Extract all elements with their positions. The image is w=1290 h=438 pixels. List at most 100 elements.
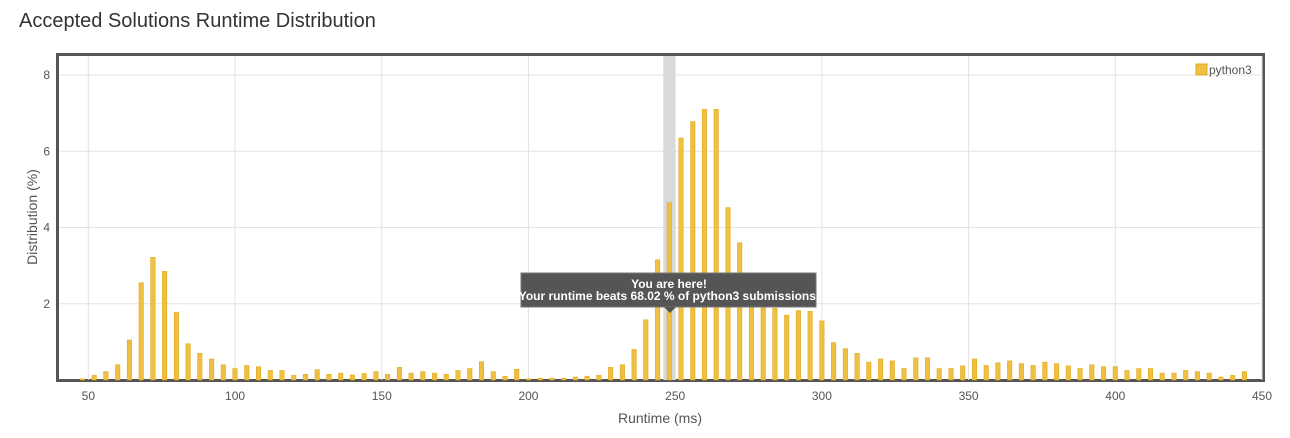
bar bbox=[525, 378, 531, 381]
bar bbox=[173, 311, 179, 381]
bar bbox=[1230, 375, 1236, 381]
bar bbox=[349, 374, 355, 381]
bar bbox=[1101, 366, 1107, 381]
bar bbox=[819, 320, 825, 381]
tooltip-box bbox=[520, 272, 817, 308]
bar bbox=[655, 259, 661, 381]
bar bbox=[1241, 371, 1247, 381]
bar bbox=[960, 365, 966, 381]
x-axis-title: Runtime (ms) bbox=[618, 410, 702, 426]
bar bbox=[91, 375, 97, 381]
legend: python3 bbox=[1195, 63, 1252, 77]
tooltip-line-2: Your runtime beats 68.02 % of python3 su… bbox=[519, 289, 820, 303]
bar bbox=[408, 372, 414, 381]
bar bbox=[455, 370, 461, 381]
bar bbox=[690, 121, 696, 381]
bar bbox=[385, 373, 391, 381]
tooltip-line-1: You are here! bbox=[631, 277, 707, 291]
bar bbox=[608, 367, 614, 381]
bar bbox=[1054, 363, 1060, 381]
y-tick-label: 2 bbox=[43, 297, 50, 311]
bar bbox=[361, 373, 367, 381]
bar bbox=[643, 319, 649, 381]
x-tick-label: 50 bbox=[82, 389, 96, 403]
x-tick-label: 350 bbox=[959, 389, 979, 403]
bar bbox=[185, 343, 191, 381]
bar bbox=[1030, 365, 1036, 381]
legend-swatch bbox=[1195, 63, 1208, 76]
bar bbox=[678, 137, 684, 381]
bar bbox=[138, 282, 144, 381]
bar bbox=[1077, 368, 1083, 381]
bar bbox=[795, 310, 801, 381]
bar bbox=[854, 352, 860, 381]
bar bbox=[901, 368, 907, 381]
bar bbox=[842, 348, 848, 381]
y-tick-label: 6 bbox=[43, 144, 50, 158]
bar bbox=[807, 311, 813, 381]
bar bbox=[197, 352, 203, 381]
bar bbox=[279, 370, 285, 381]
bar bbox=[1089, 364, 1095, 381]
bar bbox=[866, 361, 872, 381]
bar bbox=[338, 372, 344, 381]
bar bbox=[302, 373, 308, 381]
bar bbox=[1007, 360, 1013, 381]
page-title: Accepted Solutions Runtime Distribution bbox=[19, 10, 376, 32]
bar bbox=[784, 314, 790, 381]
bar bbox=[1183, 370, 1189, 381]
bar bbox=[1042, 361, 1048, 381]
bar bbox=[326, 373, 332, 381]
bar bbox=[150, 256, 156, 381]
bar bbox=[713, 109, 719, 381]
bar bbox=[549, 377, 555, 381]
bar bbox=[1218, 376, 1224, 381]
bar bbox=[373, 371, 379, 381]
x-tick-label: 300 bbox=[812, 389, 832, 403]
y-tick-label: 4 bbox=[43, 221, 50, 235]
bar bbox=[772, 307, 778, 381]
x-tick-label: 200 bbox=[518, 389, 538, 403]
bar bbox=[502, 375, 508, 381]
x-tick-label: 150 bbox=[372, 389, 392, 403]
bar bbox=[1018, 363, 1024, 381]
bar bbox=[432, 372, 438, 381]
x-tick-label: 400 bbox=[1105, 389, 1125, 403]
bar bbox=[596, 375, 602, 381]
bar bbox=[478, 361, 484, 381]
bar bbox=[913, 357, 919, 381]
bar bbox=[737, 242, 743, 381]
bar bbox=[126, 339, 132, 381]
bar bbox=[115, 364, 121, 381]
bar bbox=[1159, 372, 1165, 381]
y-tick-label: 8 bbox=[43, 68, 50, 82]
bar bbox=[1136, 368, 1142, 381]
bar bbox=[701, 109, 707, 381]
bar bbox=[443, 373, 449, 381]
tooltip: You are here! Your runtime beats 68.02 %… bbox=[519, 272, 820, 313]
bar bbox=[889, 360, 895, 381]
bar bbox=[232, 368, 238, 381]
bar bbox=[267, 370, 273, 381]
bar bbox=[314, 369, 320, 381]
bar bbox=[1112, 366, 1118, 381]
bar bbox=[760, 299, 766, 381]
bar bbox=[971, 358, 977, 381]
bar bbox=[948, 368, 954, 381]
bar bbox=[924, 357, 930, 381]
bar bbox=[995, 362, 1001, 381]
bar bbox=[209, 358, 215, 381]
bar bbox=[831, 342, 837, 381]
bar bbox=[1194, 371, 1200, 381]
bar bbox=[490, 371, 496, 381]
bar bbox=[1148, 368, 1154, 381]
plot-frame bbox=[56, 53, 1265, 382]
x-tick-label: 450 bbox=[1252, 389, 1272, 403]
tooltip-pointer bbox=[664, 307, 676, 313]
bar bbox=[291, 375, 297, 381]
bar bbox=[1124, 370, 1130, 381]
bar bbox=[561, 377, 567, 381]
bar bbox=[584, 375, 590, 381]
bar bbox=[983, 365, 989, 381]
